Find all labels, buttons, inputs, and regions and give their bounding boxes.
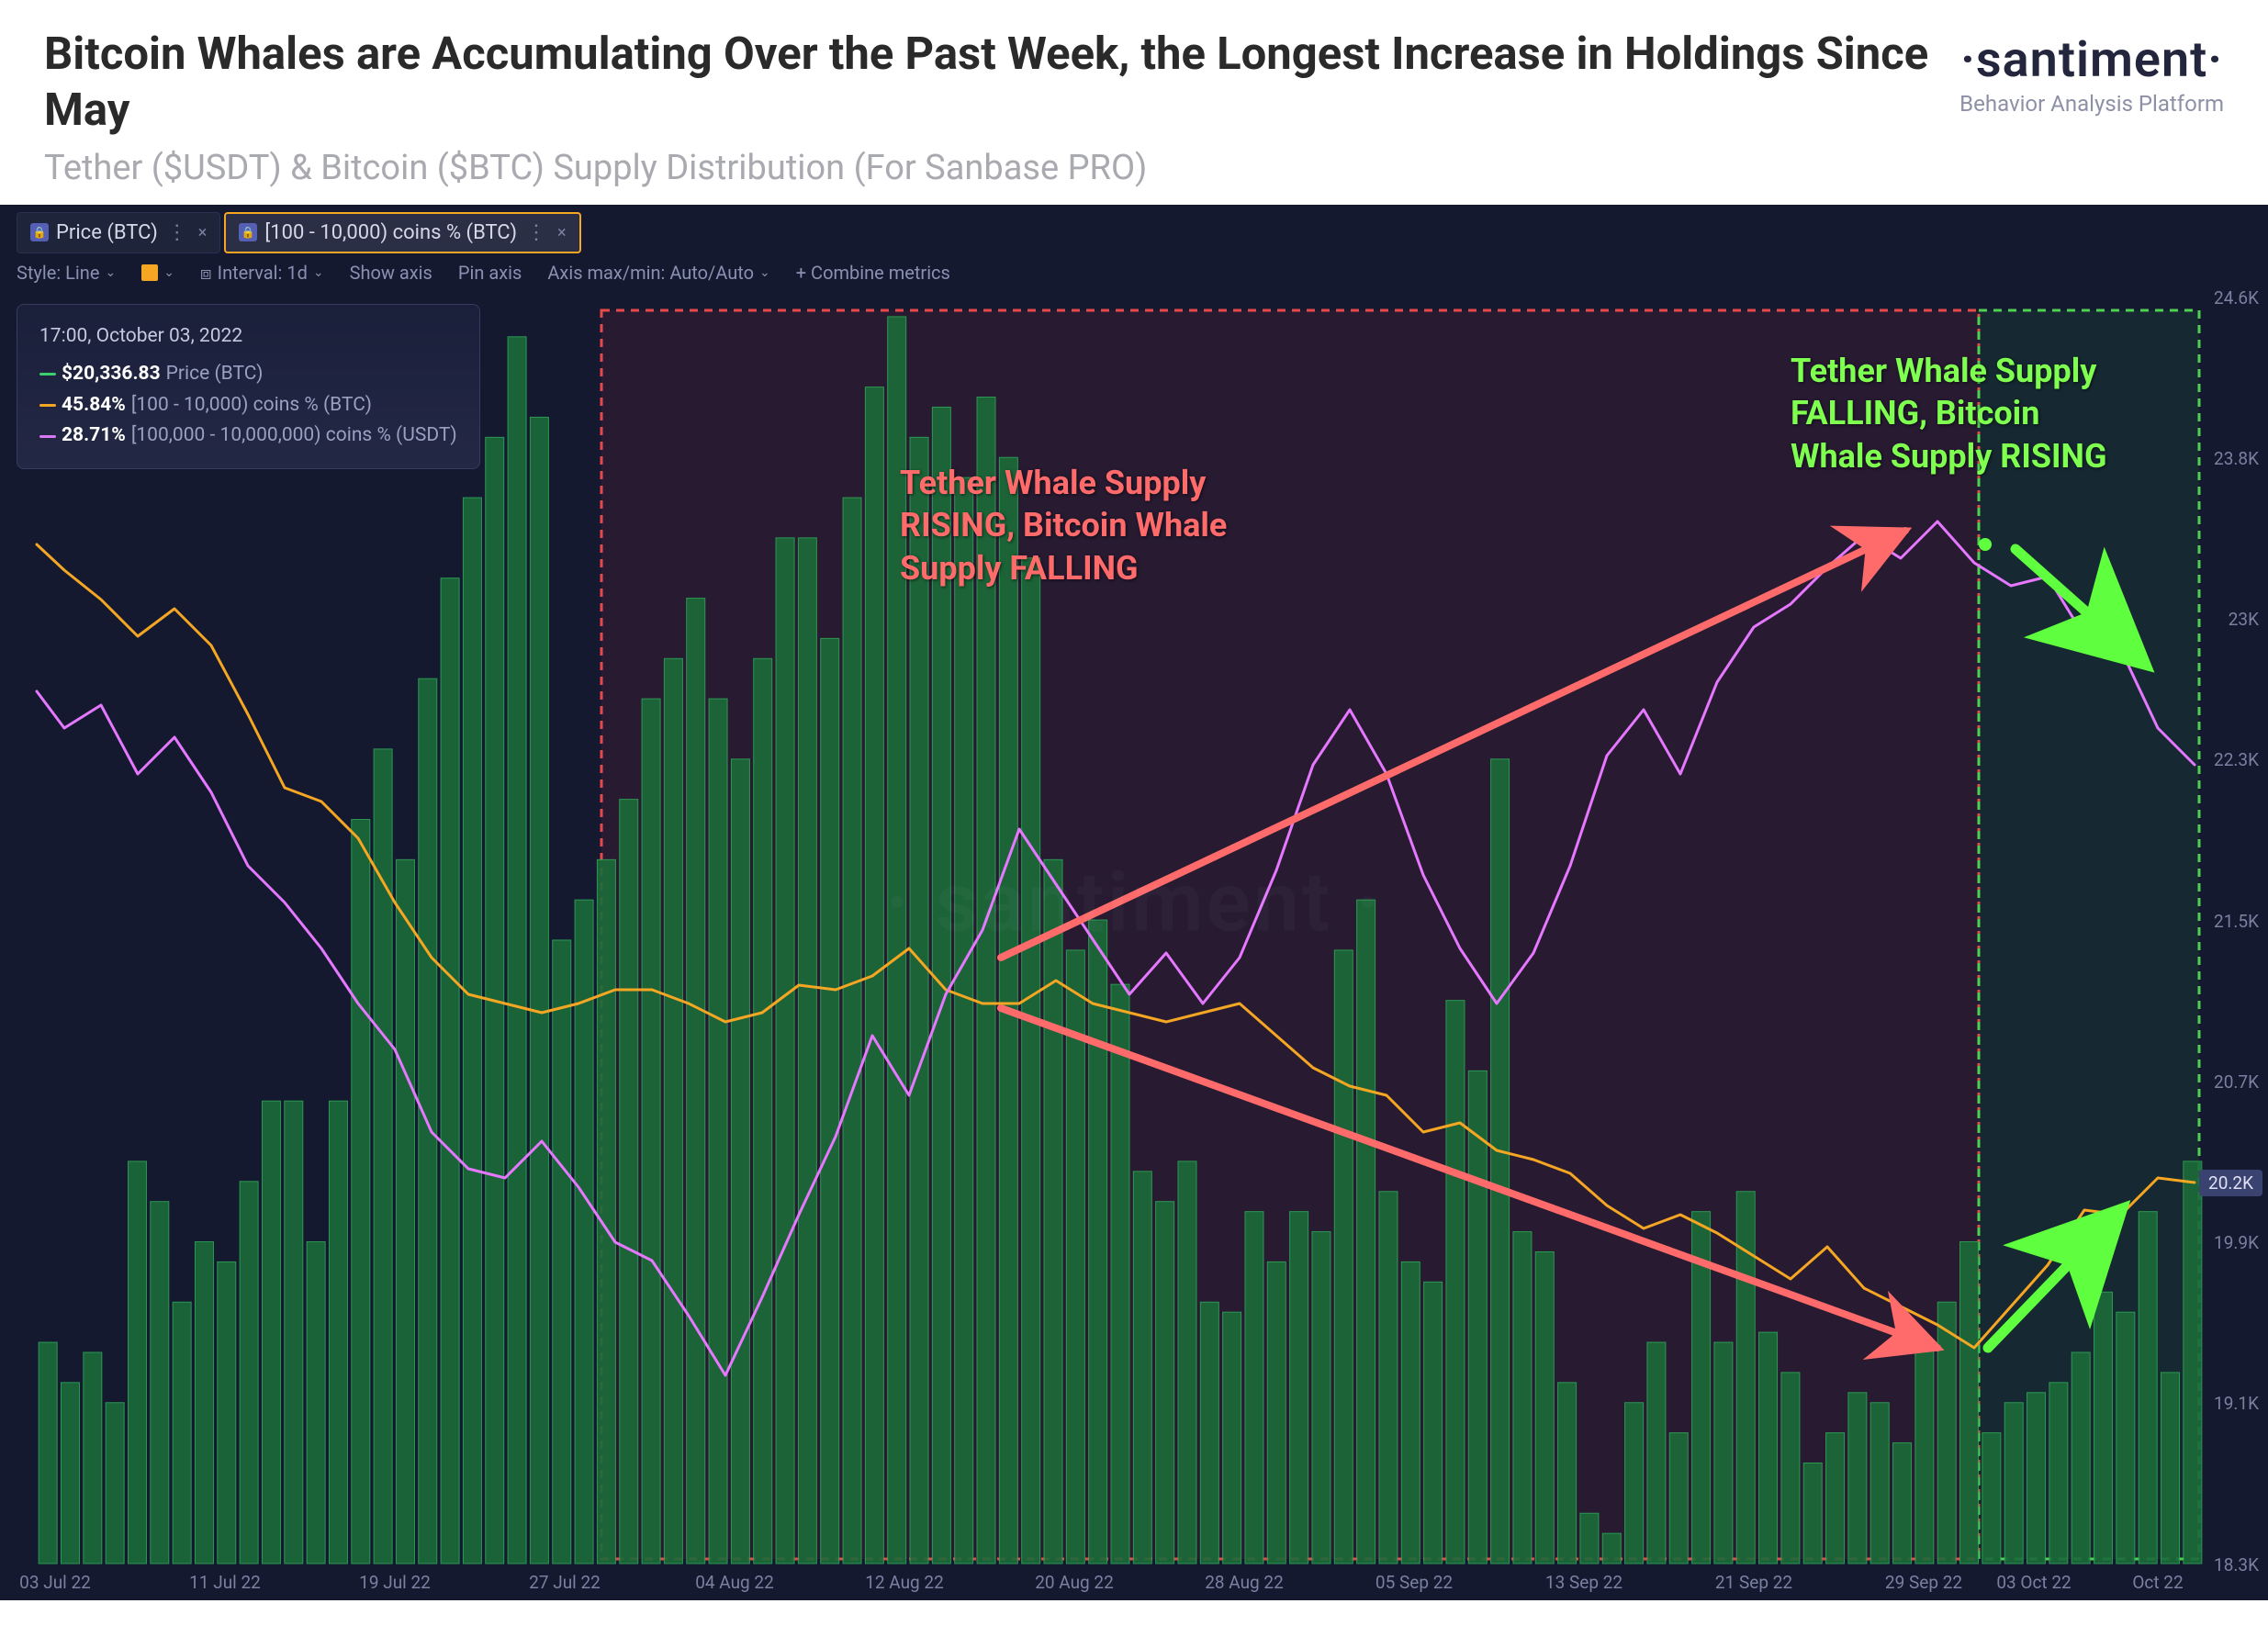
x-tick-label: 19 Jul 22 [359,1572,431,1593]
x-axis-labels: 03 Jul 22 11 Jul 22 19 Jul 22 27 Jul 22 04 A… [0,1565,2213,1593]
brand-tagline: Behavior Analysis Platform [1959,91,2224,117]
interval-dropdown[interactable]: ⧈ Interval: 1d ⌄ [200,262,324,284]
y-tick-label: 20.7K [2214,1071,2259,1093]
x-tick-label: 03 Oct 22 [1996,1572,2071,1593]
x-tick-label: 05 Sep 22 [1375,1572,1453,1593]
annotation-red: Tether Whale Supply RISING, Bitcoin Whal… [900,462,1227,590]
metric-tab[interactable]: 🔒Price (BTC)⋮× [17,212,220,253]
kebab-icon[interactable]: ⋮ [167,221,185,244]
x-tick-label: 28 Aug 22 [1205,1572,1284,1593]
x-tick-label: 20 Aug 22 [1035,1572,1114,1593]
tooltip-timestamp: 17:00, October 03, 2022 [39,321,457,353]
x-tick-label: 11 Jul 22 [189,1572,261,1593]
kebab-icon[interactable]: ⋮ [526,221,545,244]
y-tick-label: 22.3K [2214,749,2259,770]
price-badge: 20.2K [2199,1170,2262,1196]
metric-tab[interactable]: 🔒[100 - 10,000) coins % (BTC)⋮× [224,212,580,253]
legend-row: 45.84% [100 - 10,000) coins % (BTC) [39,390,457,421]
x-tick-label: Oct 22 [2132,1572,2183,1593]
axis-dropdown[interactable]: Axis max/min: Auto/Auto ⌄ [547,262,769,284]
x-tick-label: 27 Jul 22 [529,1572,601,1593]
show-axis-button[interactable]: Show axis [350,262,432,284]
y-tick-label: 19.9K [2214,1232,2259,1253]
chart-panel: · santiment · 🔒Price (BTC)⋮×🔒[100 - 10,0… [0,205,2268,1600]
x-tick-label: 04 Aug 22 [695,1572,774,1593]
lock-icon: 🔒 [30,223,49,241]
x-tick-label: 21 Sep 22 [1715,1572,1792,1593]
style-dropdown[interactable]: Style: Line ⌄ [17,262,116,284]
tooltip-box: 17:00, October 03, 2022 $20,336.83 Price… [17,304,480,469]
page-subtitle: Tether ($USDT) & Bitcoin ($BTC) Supply D… [44,148,1959,188]
legend-row: $20,336.83 Price (BTC) [39,359,457,390]
lock-icon: 🔒 [239,223,257,241]
close-icon[interactable]: × [557,223,567,242]
y-tick-label: 18.3K [2214,1554,2259,1575]
y-tick-label: 24.6K [2214,287,2259,308]
pin-axis-button[interactable]: Pin axis [458,262,522,284]
combine-button[interactable]: + Combine metrics [796,262,950,284]
x-tick-label: 29 Sep 22 [1885,1572,1962,1593]
brand-logo: ·santiment· Behavior Analysis Platform [1959,31,2224,117]
color-swatch[interactable] [141,264,158,281]
x-tick-label: 13 Sep 22 [1545,1572,1622,1593]
page-title: Bitcoin Whales are Accumulating Over the… [44,26,1959,139]
chart-toolbar: Style: Line ⌄ ⌄ ⧈ Interval: 1d ⌄ Show ax… [17,262,950,284]
y-tick-label: 21.5K [2214,911,2259,932]
close-icon[interactable]: × [198,223,208,242]
annotation-green: Tether Whale Supply FALLING, Bitcoin Wha… [1791,350,2107,478]
x-tick-label: 12 Aug 22 [865,1572,944,1593]
y-tick-label: 19.1K [2214,1393,2259,1414]
y-tick-label: 23.8K [2214,448,2259,469]
y-tick-label: 23K [2229,609,2259,630]
x-tick-label: 03 Jul 22 [19,1572,91,1593]
metric-tabs: 🔒Price (BTC)⋮×🔒[100 - 10,000) coins % (B… [17,212,581,253]
page-header: Bitcoin Whales are Accumulating Over the… [0,0,2268,205]
legend-row: 28.71% [100,000 - 10,000,000) coins % (U… [39,420,457,452]
